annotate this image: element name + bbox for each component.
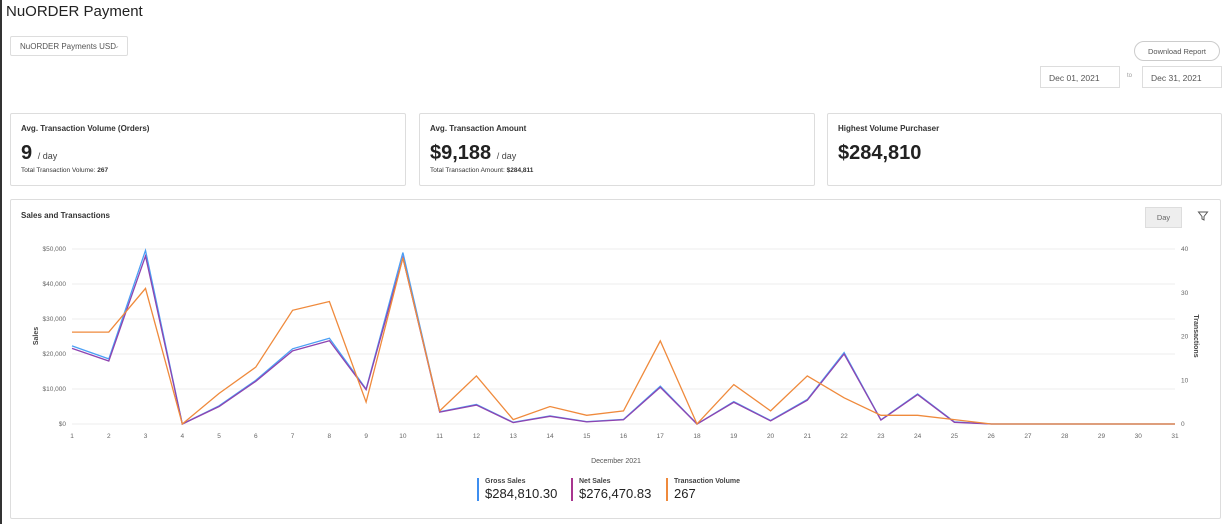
y-axis-title: Sales [33, 327, 40, 345]
legend-transaction-volume: Transaction Volume 267 [666, 478, 740, 501]
card-highest-volume-purchaser: Highest Volume Purchaser $284,810 [827, 113, 1222, 186]
x-tick-label: 15 [583, 433, 591, 440]
y2-tick-label: 0 [1181, 421, 1185, 428]
card-sub-value: 267 [97, 167, 109, 174]
series-line-transaction-volume [72, 257, 1175, 426]
y2-tick-label: 30 [1181, 290, 1189, 297]
account-select-value: NuORDER Payments USD [20, 42, 117, 51]
y-tick-label: $10,000 [43, 386, 67, 393]
card-sub-value: $284,811 [506, 167, 534, 174]
x-tick-label: 25 [951, 433, 959, 440]
x-tick-label: 3 [144, 433, 148, 440]
x-tick-label: 11 [436, 433, 443, 440]
card-value: 9 [21, 142, 33, 164]
x-tick-label: 6 [254, 433, 258, 440]
x-tick-label: 31 [1171, 433, 1179, 440]
page-title: NuORDER Payment [6, 3, 143, 20]
y-tick-label: $20,000 [43, 351, 67, 358]
legend-value: $284,810.30 [485, 486, 558, 501]
x-tick-label: 22 [840, 433, 848, 440]
y2-tick-label: 20 [1181, 334, 1189, 341]
legend-name: Net Sales [579, 478, 611, 485]
x-tick-label: 26 [988, 433, 996, 440]
card-label: Highest Volume Purchaser [838, 124, 940, 133]
series-line-gross-sales [71, 247, 1175, 425]
date-to-input[interactable]: Dec 31, 2021 [1142, 66, 1222, 88]
card-value: $9,188 [430, 142, 492, 164]
y2-tick-label: 10 [1181, 377, 1189, 384]
x-tick-label: 29 [1098, 433, 1106, 440]
chevron-down-icon: ⌄ [113, 41, 120, 50]
x-tick-label: 12 [473, 433, 481, 440]
y-tick-label: $0 [59, 421, 67, 428]
x-tick-label: 30 [1135, 433, 1143, 440]
y-tick-label: $40,000 [43, 281, 67, 288]
card-value: $284,810 [838, 142, 922, 164]
x-tick-label: 8 [328, 433, 332, 440]
card-label: Avg. Transaction Amount [430, 124, 527, 133]
interval-day-button[interactable]: Day [1145, 207, 1182, 228]
card-unit: / day [37, 151, 58, 161]
x-tick-label: 27 [1024, 433, 1032, 440]
card-unit: / day [496, 151, 517, 161]
x-tick-label: 20 [767, 433, 775, 440]
y2-tick-label: 40 [1181, 246, 1189, 253]
card-sub-label: Total Transaction Amount: [430, 167, 505, 174]
sales-transactions-panel: Sales and Transactions Day [10, 199, 1221, 519]
x-tick-label: 28 [1061, 433, 1069, 440]
y-tick-label: $50,000 [43, 246, 67, 253]
card-avg-transaction-volume: Avg. Transaction Volume (Orders) 9 / day… [10, 113, 406, 186]
date-from-input[interactable]: Dec 01, 2021 [1040, 66, 1120, 88]
series-line-net-sales [71, 253, 1175, 425]
x-tick-label: 13 [510, 433, 518, 440]
x-tick-label: 21 [804, 433, 812, 440]
x-axis-title: December 2021 [591, 458, 641, 465]
x-tick-label: 2 [107, 433, 111, 440]
x-tick-label: 10 [399, 433, 407, 440]
legend-value: 267 [674, 486, 696, 501]
x-tick-label: 1 [70, 433, 74, 440]
download-report-button[interactable]: Download Report [1134, 41, 1220, 61]
x-tick-label: 9 [364, 433, 368, 440]
card-sub-label: Total Transaction Volume: [21, 167, 96, 174]
legend-value: $276,470.83 [579, 486, 652, 501]
legend-net-sales: Net Sales $276,470.83 [571, 478, 651, 501]
legend-name: Gross Sales [485, 478, 526, 485]
x-tick-label: 19 [730, 433, 738, 440]
account-select[interactable]: NuORDER Payments USD ⌄ [10, 36, 128, 56]
panel-title: Sales and Transactions [21, 211, 110, 220]
filter-icon[interactable] [1197, 210, 1209, 222]
y2-axis-title: Transactions [1192, 314, 1199, 357]
date-range-separator: to [1127, 73, 1133, 79]
card-label: Avg. Transaction Volume (Orders) [21, 124, 150, 133]
x-tick-label: 18 [693, 433, 701, 440]
x-tick-label: 16 [620, 433, 628, 440]
x-tick-label: 14 [546, 433, 554, 440]
x-tick-label: 5 [217, 433, 221, 440]
legend-name: Transaction Volume [674, 478, 740, 485]
x-tick-label: 24 [914, 433, 922, 440]
card-avg-transaction-amount: Avg. Transaction Amount $9,188 / day Tot… [419, 113, 815, 186]
x-tick-label: 4 [180, 433, 184, 440]
window-edge [0, 0, 2, 524]
legend-gross-sales: Gross Sales $284,810.30 [477, 478, 557, 501]
x-tick-label: 7 [291, 433, 295, 440]
x-tick-label: 17 [657, 433, 665, 440]
x-tick-label: 23 [877, 433, 885, 440]
y-tick-label: $30,000 [43, 316, 67, 323]
